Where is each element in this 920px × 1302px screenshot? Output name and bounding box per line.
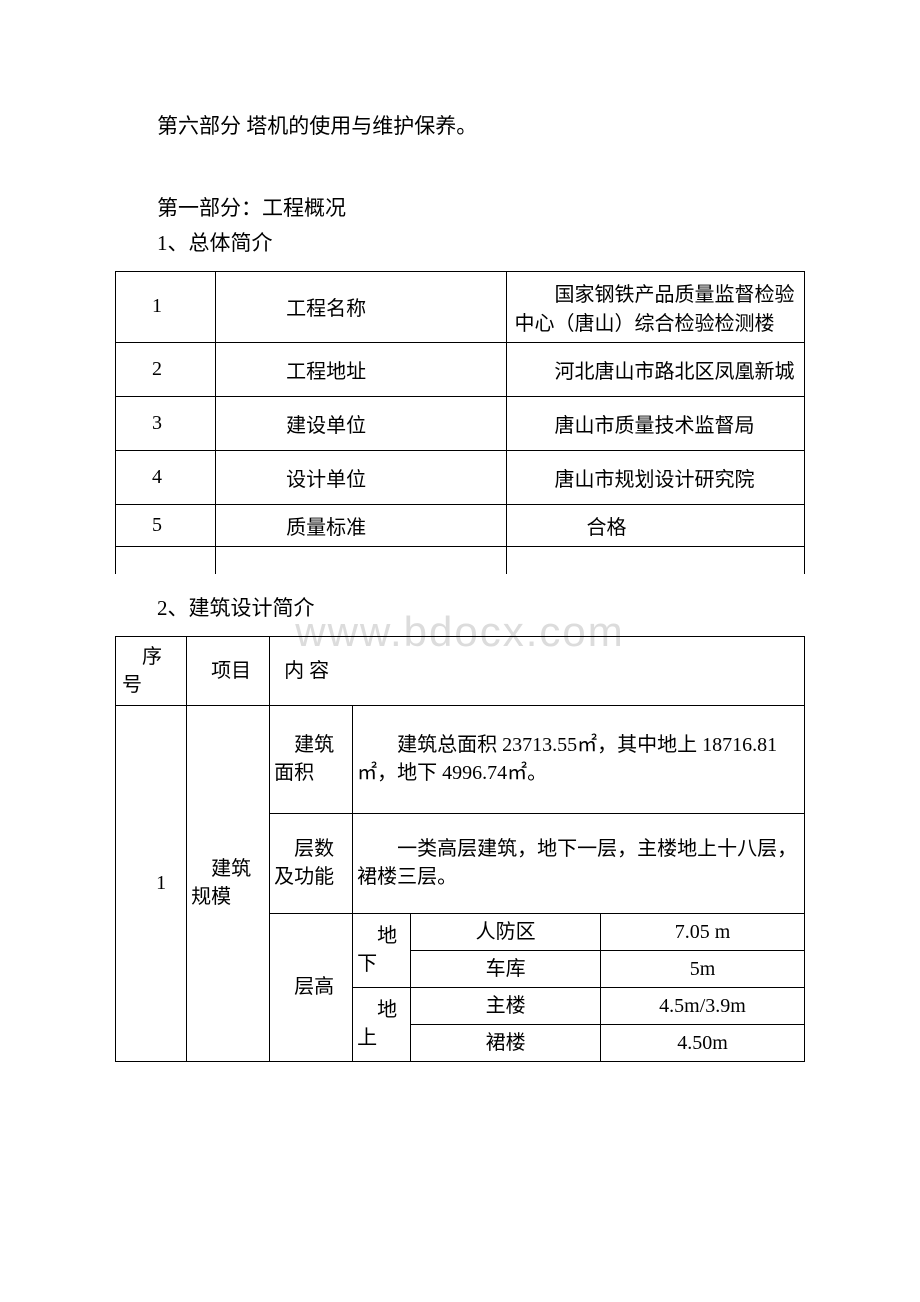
row-label: 工程名称 xyxy=(216,271,506,342)
seq-cell: 1 xyxy=(116,705,187,1061)
header-content: 内 容 xyxy=(270,636,805,705)
location-cell: 地上 xyxy=(353,987,411,1061)
row-number: 2 xyxy=(116,342,216,396)
row-value: 河北唐山市路北区凤凰新城 xyxy=(506,342,804,396)
row-label: 建设单位 xyxy=(216,396,506,450)
area-cell: 裙楼 xyxy=(411,1024,601,1061)
value-cell: 5m xyxy=(600,950,804,987)
sub-content: 一类高层建筑，地下一层，主楼地上十八层，裙楼三层。 xyxy=(353,813,805,913)
subsection-2: 2、建筑设计简介 xyxy=(115,592,805,626)
row-label: 质量标准 xyxy=(216,504,506,546)
value-cell: 7.05 m xyxy=(600,913,804,950)
sub-label: 层数及功能 xyxy=(270,813,353,913)
subsection-1: 1、总体简介 xyxy=(115,227,805,261)
table-row: 5 质量标准 合格 xyxy=(116,504,805,546)
row-value: 唐山市规划设计研究院 xyxy=(506,450,804,504)
table-row: 2 工程地址 河北唐山市路北区凤凰新城 xyxy=(116,342,805,396)
design-table: 序号 项目 内 容 1 建筑规模 建筑面积 建筑总面积 23713.55㎡，其中… xyxy=(115,636,805,1062)
empty-cell xyxy=(506,546,804,574)
row-value: 合格 xyxy=(506,504,804,546)
row-value: 国家钢铁产品质量监督检验中心（唐山）综合检验检测楼 xyxy=(506,271,804,342)
value-cell: 4.5m/3.9m xyxy=(600,987,804,1024)
row-value: 唐山市质量技术监督局 xyxy=(506,396,804,450)
row-label: 工程地址 xyxy=(216,342,506,396)
table-header-row: 序号 项目 内 容 xyxy=(116,636,805,705)
sub-label: 建筑面积 xyxy=(270,705,353,813)
area-cell: 人防区 xyxy=(411,913,601,950)
row-number: 1 xyxy=(116,271,216,342)
area-cell: 车库 xyxy=(411,950,601,987)
location-cell: 地下 xyxy=(353,913,411,987)
value-cell: 4.50m xyxy=(600,1024,804,1061)
sub-label: 层高 xyxy=(270,913,353,1061)
row-number: 4 xyxy=(116,450,216,504)
table-row: 1 建筑规模 建筑面积 建筑总面积 23713.55㎡，其中地上 18716.8… xyxy=(116,705,805,813)
paragraph-part6: 第六部分 塔机的使用与维护保养。 xyxy=(115,110,805,144)
row-label: 设计单位 xyxy=(216,450,506,504)
page-content: 第六部分 塔机的使用与维护保养。 第一部分：工程概况 1、总体简介 1 工程名称… xyxy=(115,110,805,1062)
empty-cell xyxy=(116,546,216,574)
row-number: 3 xyxy=(116,396,216,450)
sub-content: 建筑总面积 23713.55㎡，其中地上 18716.81㎡，地下 4996.7… xyxy=(353,705,805,813)
overview-table: 1 工程名称 国家钢铁产品质量监督检验中心（唐山）综合检验检测楼 2 工程地址 … xyxy=(115,271,805,575)
table-row-empty xyxy=(116,546,805,574)
table-row: 1 工程名称 国家钢铁产品质量监督检验中心（唐山）综合检验检测楼 xyxy=(116,271,805,342)
item-cell: 建筑规模 xyxy=(187,705,270,1061)
header-seq: 序号 xyxy=(116,636,187,705)
header-item: 项目 xyxy=(187,636,270,705)
row-number: 5 xyxy=(116,504,216,546)
table-row: 3 建设单位 唐山市质量技术监督局 xyxy=(116,396,805,450)
area-cell: 主楼 xyxy=(411,987,601,1024)
section-title: 第一部分：工程概况 xyxy=(115,192,805,226)
table-row: 4 设计单位 唐山市规划设计研究院 xyxy=(116,450,805,504)
empty-cell xyxy=(216,546,506,574)
